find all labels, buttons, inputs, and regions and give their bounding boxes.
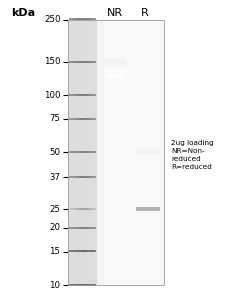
Bar <box>69 126 94 179</box>
Bar <box>68 20 163 285</box>
Bar <box>68 20 95 285</box>
Text: 50: 50 <box>49 148 60 157</box>
Bar <box>103 20 163 285</box>
Bar <box>69 179 94 232</box>
Text: 150: 150 <box>44 57 60 66</box>
Text: R: R <box>140 8 148 17</box>
Bar <box>69 20 94 73</box>
Bar <box>69 73 94 126</box>
Text: kDa: kDa <box>11 8 35 17</box>
Text: NR: NR <box>107 8 123 17</box>
Bar <box>69 232 94 285</box>
Text: 25: 25 <box>49 205 60 214</box>
Text: 15: 15 <box>49 247 60 256</box>
Text: 75: 75 <box>49 114 60 123</box>
Text: 20: 20 <box>49 223 60 232</box>
Text: 2ug loading
NR=Non-
reduced
R=reduced: 2ug loading NR=Non- reduced R=reduced <box>170 140 213 170</box>
Text: 10: 10 <box>49 280 60 290</box>
Bar <box>68 20 163 285</box>
Text: 250: 250 <box>44 15 60 24</box>
Text: 100: 100 <box>44 91 60 100</box>
Text: 37: 37 <box>49 172 60 182</box>
